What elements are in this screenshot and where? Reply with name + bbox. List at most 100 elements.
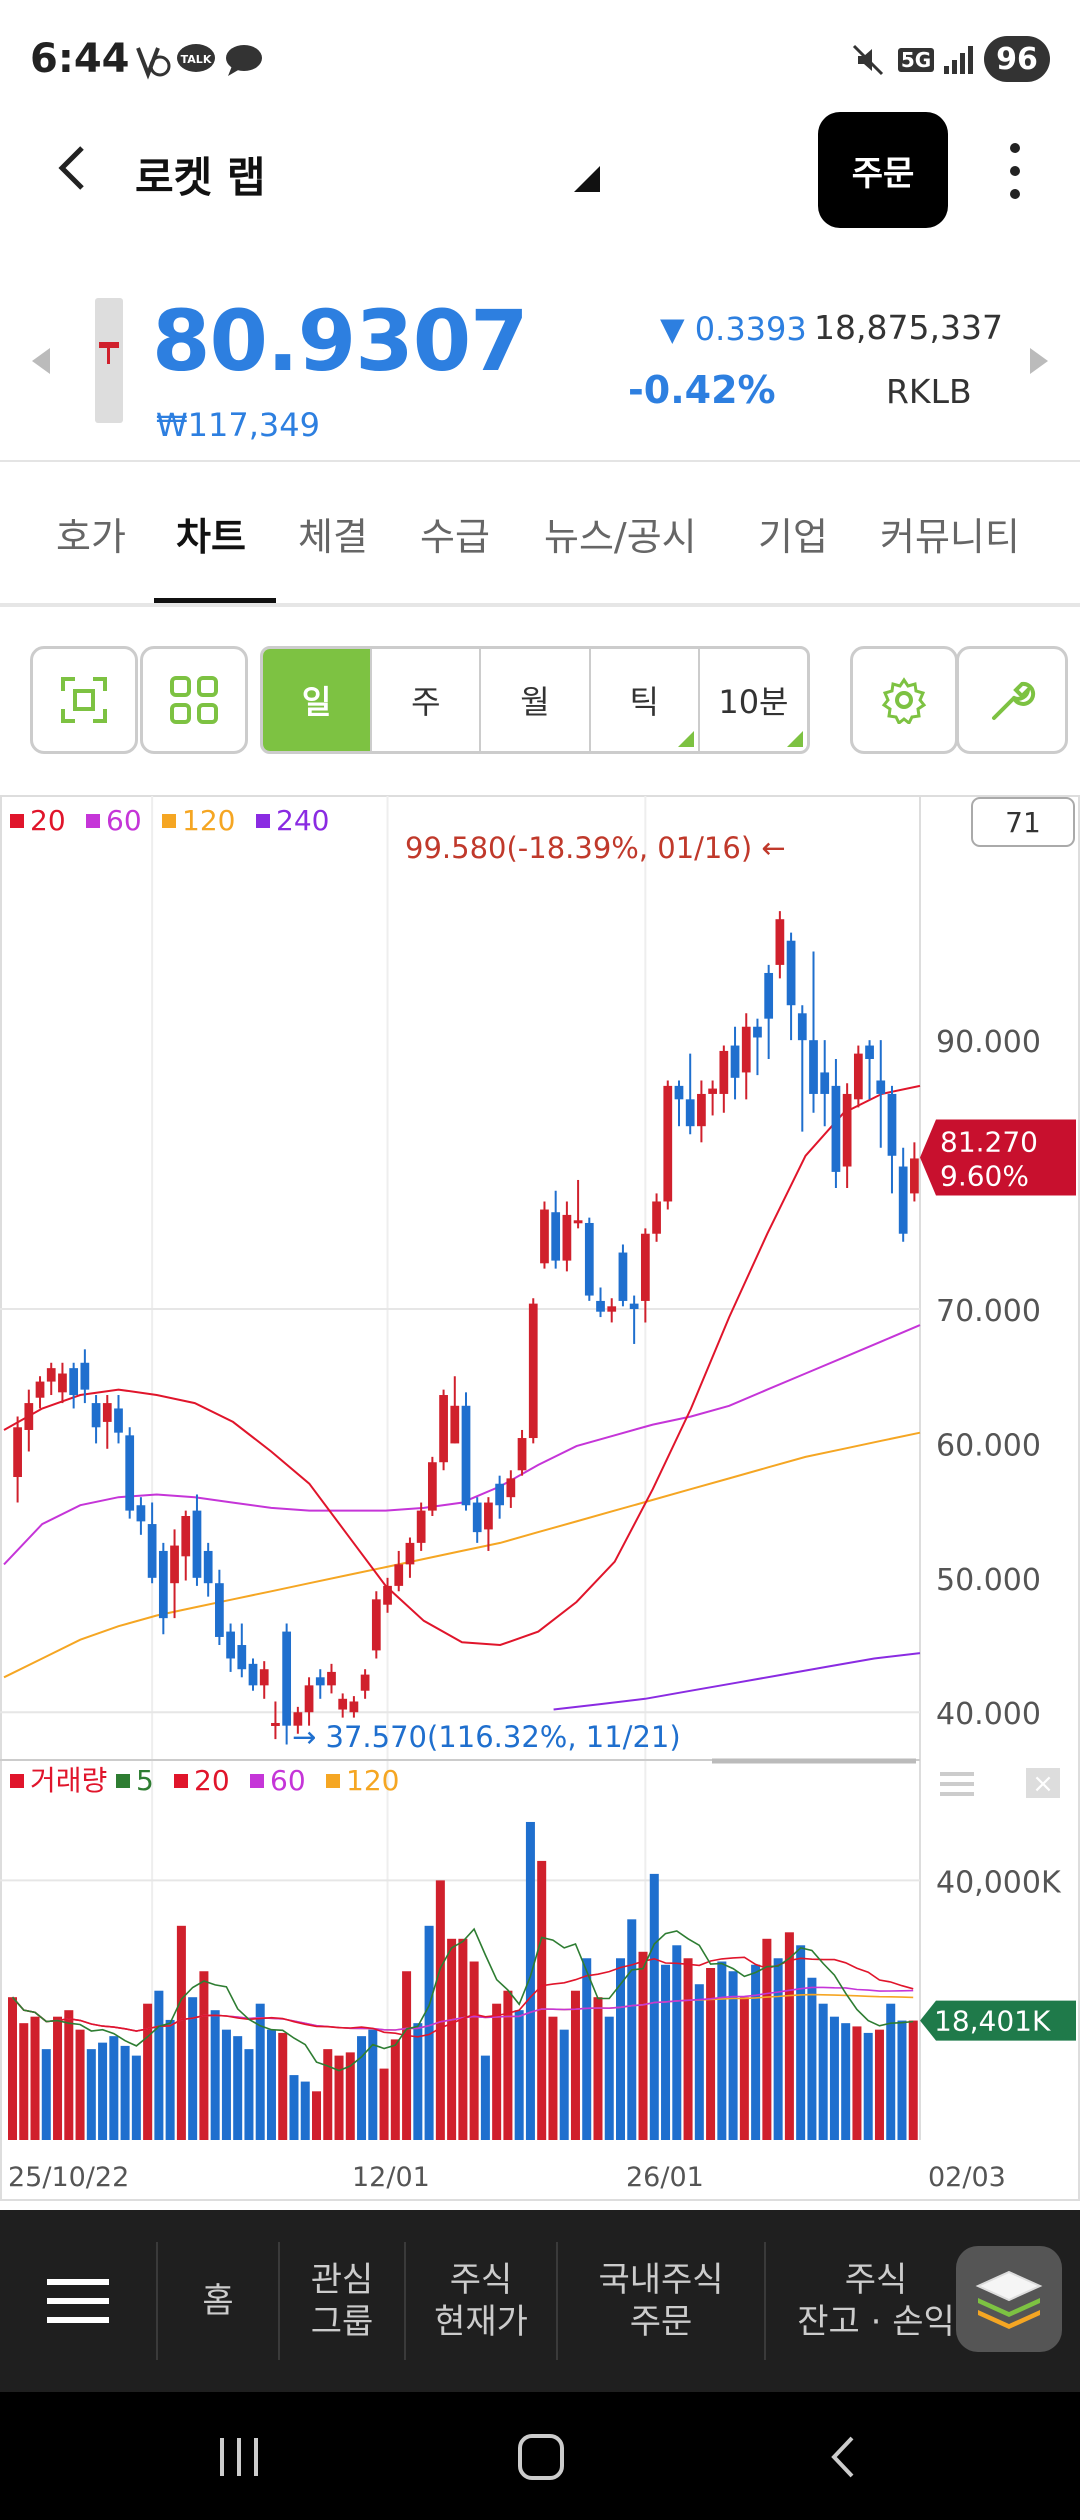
candle-body bbox=[528, 1303, 538, 1439]
period-tick[interactable]: 틱 bbox=[591, 649, 700, 751]
volume-bar bbox=[221, 2029, 231, 2140]
volume-bar bbox=[525, 1821, 535, 2140]
volume-bar bbox=[8, 1997, 18, 2140]
pane-close-icon bbox=[1026, 1768, 1060, 1798]
layers-fab[interactable] bbox=[956, 2246, 1062, 2352]
candle-body bbox=[383, 1585, 392, 1605]
volume-bar bbox=[503, 1990, 513, 2140]
battery-indicator: 96 bbox=[984, 36, 1050, 82]
tab-chart[interactable]: 차트 bbox=[176, 515, 246, 559]
tab-orderbook[interactable]: 호가 bbox=[56, 515, 126, 559]
chart-tools-button[interactable] bbox=[956, 646, 1068, 754]
candle-body bbox=[887, 1093, 897, 1156]
volume-bar bbox=[706, 1968, 716, 2140]
volume-bar bbox=[199, 1971, 209, 2140]
x-tick-label: 02/03 bbox=[928, 2162, 1006, 2193]
period-10min[interactable]: 10분 bbox=[700, 649, 807, 751]
volume-bar bbox=[661, 1964, 671, 2140]
nav-watchlist[interactable]: 관심 그룹 bbox=[310, 2259, 374, 2343]
volume-bar bbox=[480, 2055, 490, 2140]
back-button[interactable] bbox=[44, 138, 104, 198]
candle-body bbox=[24, 1403, 34, 1430]
vol-legend-label: 120 bbox=[346, 1764, 399, 1797]
nav-stock-price[interactable]: 주식 현재가 bbox=[434, 2259, 528, 2343]
candle-body bbox=[865, 1045, 874, 1059]
back-nav-button[interactable] bbox=[820, 2432, 870, 2486]
bar-count-box bbox=[971, 797, 1075, 847]
tab-news[interactable]: 뉴스/공시 bbox=[544, 515, 697, 559]
volume-bar bbox=[447, 1938, 457, 2140]
tab-company[interactable]: 기업 bbox=[758, 515, 828, 559]
status-bar: 6:44 TALK 5G 96 bbox=[0, 0, 1080, 120]
candle-body bbox=[181, 1515, 191, 1557]
menu-button[interactable] bbox=[0, 2210, 156, 2392]
stock-select-dropdown-icon[interactable] bbox=[574, 166, 600, 192]
candle-body bbox=[831, 1085, 841, 1172]
layout-grid-button[interactable] bbox=[140, 646, 248, 754]
tab-trades[interactable]: 체결 bbox=[298, 515, 368, 559]
ma-legend-label: 20 bbox=[30, 804, 66, 837]
kakaotalk-icon: TALK bbox=[176, 40, 216, 80]
more-options-button[interactable] bbox=[995, 136, 1035, 206]
current-volume-value: 18,401K bbox=[934, 2005, 1051, 2038]
high-annotation: 99.580(-18.39%, 01/16) ← bbox=[405, 831, 786, 865]
vol-y-tick: 40,000K bbox=[936, 1865, 1062, 1900]
vol-legend-label: 거래량 bbox=[30, 1764, 107, 1797]
next-stock-arrow[interactable] bbox=[1030, 348, 1048, 374]
candlestick-chart[interactable]: 20 60 120 240 71 90.000 70.000 60.000 50.000 40.0… bbox=[0, 792, 1080, 2210]
recents-button[interactable] bbox=[214, 2432, 264, 2486]
candle-body bbox=[573, 1220, 583, 1224]
volume-bar bbox=[582, 1958, 592, 2140]
more-vert-icon bbox=[1010, 143, 1020, 199]
volume-bar bbox=[897, 2020, 907, 2140]
volume-bar bbox=[244, 2049, 254, 2140]
volume-bar bbox=[210, 2010, 220, 2140]
candle-body bbox=[842, 1093, 852, 1167]
nav-domestic-order[interactable]: 국내주식 주문 bbox=[598, 2259, 724, 2343]
volume-bar bbox=[176, 1925, 186, 2140]
candle-body bbox=[58, 1373, 67, 1393]
gear-icon bbox=[881, 677, 927, 724]
ma240-line bbox=[553, 1652, 921, 1711]
candle-body bbox=[741, 1026, 751, 1073]
volume-bar bbox=[458, 1938, 468, 2140]
volume-bar bbox=[75, 2029, 85, 2140]
vol-legend-swatch bbox=[250, 1774, 264, 1788]
vol-legend-swatch bbox=[10, 1774, 24, 1788]
volume-bar bbox=[773, 1958, 783, 2140]
volume-bar bbox=[154, 1990, 164, 2140]
period-month[interactable]: 월 bbox=[481, 649, 591, 751]
candle-body bbox=[80, 1362, 90, 1390]
volume-bar bbox=[266, 2029, 276, 2140]
candle-body bbox=[147, 1524, 157, 1578]
home-button[interactable] bbox=[514, 2430, 568, 2488]
stock-title[interactable]: 로켓 랩 bbox=[135, 153, 266, 202]
fullscreen-button[interactable] bbox=[30, 646, 138, 754]
tab-community[interactable]: 커뮤니티 bbox=[880, 515, 1020, 559]
nav-balance[interactable]: 주식 잔고 · 손익 bbox=[797, 2259, 955, 2343]
current-price-tag bbox=[920, 1119, 1076, 1196]
volume-bar bbox=[908, 2020, 918, 2140]
svg-text:TALK: TALK bbox=[181, 53, 212, 66]
candle-body bbox=[427, 1462, 437, 1511]
volume-bar bbox=[19, 2023, 29, 2140]
status-time: 6:44 bbox=[30, 36, 130, 82]
ma-legend-label: 240 bbox=[276, 804, 329, 837]
tab-supply[interactable]: 수급 bbox=[420, 515, 490, 559]
ma-legend-swatch bbox=[256, 814, 270, 828]
candle-body bbox=[338, 1698, 348, 1710]
period-week[interactable]: 주 bbox=[372, 649, 482, 751]
period-day[interactable]: 일 bbox=[263, 649, 373, 751]
mute-icon bbox=[848, 40, 888, 80]
chart-settings-button[interactable] bbox=[850, 646, 958, 754]
candle-body bbox=[697, 1093, 706, 1127]
chart-area[interactable]: 20 60 120 240 71 90.000 70.000 60.000 50.000 40.0… bbox=[0, 792, 1080, 2210]
nav-home[interactable]: 홈 bbox=[202, 2280, 234, 2321]
candle-body bbox=[652, 1201, 661, 1234]
prev-stock-arrow[interactable] bbox=[32, 348, 50, 374]
vol-legend-swatch bbox=[116, 1774, 130, 1788]
order-button[interactable]: 주문 bbox=[818, 112, 948, 228]
volume-bar bbox=[41, 2049, 51, 2140]
candle-body bbox=[360, 1674, 370, 1691]
volume-bar bbox=[627, 1919, 637, 2140]
